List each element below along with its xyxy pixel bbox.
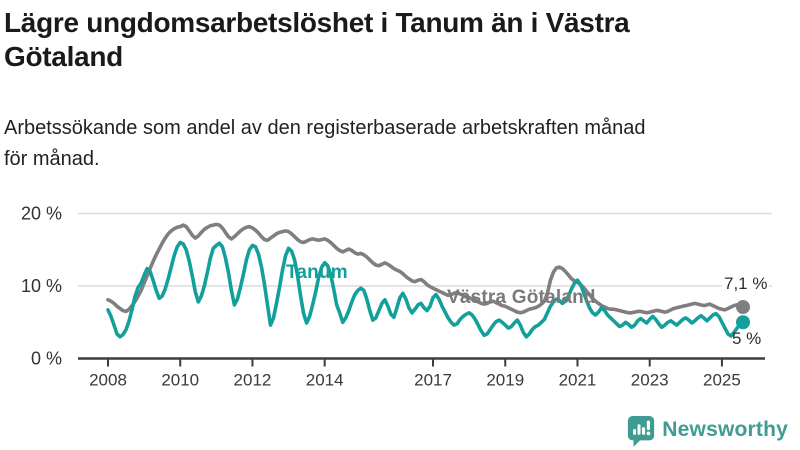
x-axis-tick-label: 2021 (559, 371, 597, 390)
x-axis-tick-label: 2023 (631, 371, 669, 390)
x-axis-tick-label: 2010 (161, 371, 199, 390)
y-axis-tick-label: 10 % (21, 276, 62, 296)
subtitle-line-2: för månad. (4, 148, 100, 170)
x-axis-tick-label: 2012 (234, 371, 272, 390)
x-axis-tick-label: 2025 (703, 371, 741, 390)
x-axis-tick-label: 2019 (486, 371, 524, 390)
page-title: Lägre ungdomsarbetslöshet i Tanum än i V… (4, 6, 796, 74)
x-axis-tick-label: 2017 (414, 371, 452, 390)
series-end-dot-v-stra-g-taland (736, 300, 750, 315)
y-axis-tick-label: 0 % (31, 349, 62, 369)
title-line-1: Lägre ungdomsarbetslöshet i Tanum än i V… (4, 7, 630, 38)
series-label-tanum: Tanum (286, 262, 348, 283)
x-axis-tick-label: 2008 (89, 371, 127, 390)
end-value-label-tanum: 5 % (732, 329, 762, 348)
series-line-tanum (106, 240, 745, 339)
end-value-label-vastra-gotaland: 7,1 % (722, 274, 770, 294)
chart-subtitle: Arbetssökande som andel av den registerb… (4, 113, 796, 175)
newsworthy-chart-bubble-icon (628, 415, 655, 447)
series-line-v-stra-g-taland (106, 222, 745, 315)
title-line-2: Götaland (4, 41, 123, 73)
series-end-dot-tanum (736, 315, 750, 330)
subtitle-line-1: Arbetssökande som andel av den registerb… (4, 117, 646, 139)
newsworthy-logo: Newsworthy (626, 413, 788, 447)
x-axis-tick-label: 2014 (306, 371, 344, 390)
series-label-vastra-gotaland: Västra Götaland (447, 287, 596, 308)
y-axis-tick-label: 20 % (21, 204, 62, 224)
newsworthy-wordmark: Newsworthy (662, 418, 788, 441)
